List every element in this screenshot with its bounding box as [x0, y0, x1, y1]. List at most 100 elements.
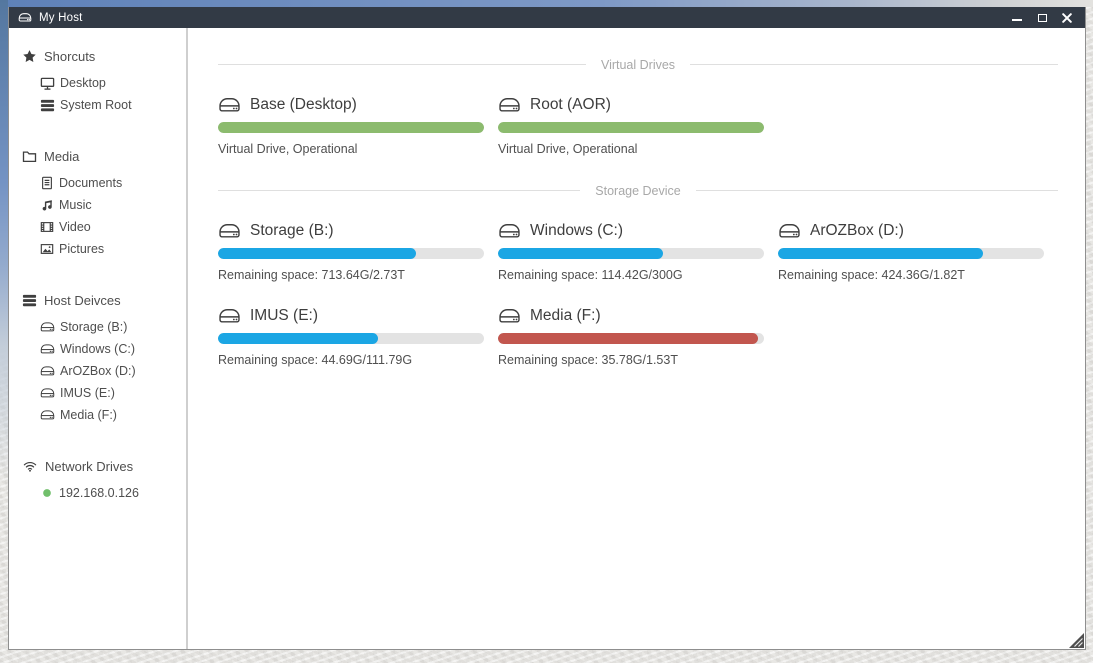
capacity-bar-fill [498, 122, 764, 133]
server-icon [22, 293, 37, 308]
section-divider: Storage Device [218, 183, 1058, 198]
drive-caption: Remaining space: 713.64G/2.73T [218, 268, 405, 282]
capacity-bar-fill [498, 248, 663, 259]
film-icon [40, 220, 54, 234]
hdd-icon [18, 12, 32, 23]
drive-card-header: Media (F:) [498, 304, 764, 328]
maximize-button[interactable] [1036, 11, 1048, 25]
sidebar-item-documents[interactable]: Documents [40, 172, 186, 194]
window-title: My Host [39, 11, 83, 24]
sidebar-item-label: Music [59, 198, 92, 212]
my-host-window: My Host Shorcuts Desktop System Root Media D… [8, 7, 1086, 650]
server-icon [40, 98, 55, 113]
drive-caption: Virtual Drive, Operational [218, 142, 358, 156]
drive-name: ArOZBox (D:) [810, 222, 904, 239]
sidebar-item-label: Pictures [59, 242, 105, 256]
sidebar-items: 192.168.0.126 [9, 482, 186, 504]
sidebar-item-system-root[interactable]: System Root [40, 94, 186, 116]
drive-name: Storage (B:) [250, 222, 334, 239]
hdd-icon [498, 222, 521, 240]
drive-card-header: Storage (B:) [218, 219, 484, 243]
hdd-icon [40, 409, 55, 421]
main-content: Virtual Drives Base (Desktop) Virtual Driv… [188, 28, 1085, 649]
hdd-icon [778, 222, 801, 240]
drive-card-header: Windows (C:) [498, 219, 764, 243]
sidebar-section-host-deivces: Host Deivces Storage (B:) Windows (C:) ArOZ… [9, 290, 186, 426]
titlebar[interactable]: My Host [9, 7, 1085, 28]
sidebar-items: Desktop System Root [9, 72, 186, 116]
drive-section-storage-device: Storage Device Storage (B:) Remaining spac… [218, 183, 1058, 367]
desktop-icon [40, 76, 55, 91]
folder-icon [22, 149, 37, 164]
picture-icon [40, 242, 54, 256]
section-heading: Virtual Drives [600, 57, 676, 72]
capacity-bar [218, 248, 484, 259]
drive-grid: Base (Desktop) Virtual Drive, Operational… [218, 93, 1058, 156]
sidebar-item-pictures[interactable]: Pictures [40, 238, 186, 260]
drive-card-media-f[interactable]: Media (F:) Remaining space: 35.78G/1.53T [498, 304, 764, 367]
drive-section-virtual-drives: Virtual Drives Base (Desktop) Virtual Driv… [218, 57, 1058, 156]
drive-name: Windows (C:) [530, 222, 624, 239]
drive-card-storage-b[interactable]: Storage (B:) Remaining space: 713.64G/2.7… [218, 219, 484, 282]
wallpaper-sky-strip [0, 0, 1093, 7]
close-button[interactable] [1061, 11, 1073, 25]
sidebar-item-music[interactable]: Music [40, 194, 186, 216]
sidebar-section-label: Media [44, 148, 80, 164]
sidebar-item-label: Video [59, 220, 91, 234]
sidebar-item-media-f[interactable]: Media (F:) [40, 404, 186, 426]
drive-caption: Remaining space: 424.36G/1.82T [778, 268, 965, 282]
capacity-bar-fill [778, 248, 984, 259]
drive-card-root-aor[interactable]: Root (AOR) Virtual Drive, Operational [498, 93, 764, 156]
sidebar: Shorcuts Desktop System Root Media Documents… [9, 28, 188, 649]
hdd-icon [40, 387, 55, 399]
sidebar-item-video[interactable]: Video [40, 216, 186, 238]
hdd-icon [40, 343, 55, 355]
drive-card-header: IMUS (E:) [218, 304, 484, 328]
capacity-bar [218, 122, 484, 133]
sidebar-section-label: Shorcuts [44, 48, 96, 64]
drive-name: Media (F:) [530, 307, 601, 324]
sidebar-item-label: IMUS (E:) [60, 386, 115, 400]
sidebar-item-windows-c[interactable]: Windows (C:) [40, 338, 186, 360]
wifi-icon [22, 459, 38, 473]
hdd-icon [40, 365, 55, 377]
sidebar-item-label: Media (F:) [60, 408, 117, 422]
resize-grip-icon[interactable] [1069, 633, 1084, 648]
drive-name: Base (Desktop) [250, 96, 357, 113]
capacity-bar [778, 248, 1044, 259]
sidebar-section-header: Network Drives [22, 456, 186, 476]
wallpaper-sky-strip-left [0, 0, 8, 480]
sidebar-item-label: Windows (C:) [60, 342, 136, 356]
drive-card-windows-c[interactable]: Windows (C:) Remaining space: 114.42G/300… [498, 219, 764, 282]
sidebar-item-storage-b[interactable]: Storage (B:) [40, 316, 186, 338]
drive-caption: Remaining space: 44.69G/111.79G [218, 353, 413, 367]
drive-card-header: Base (Desktop) [218, 93, 484, 117]
hdd-icon [218, 307, 241, 325]
sidebar-items: Storage (B:) Windows (C:) ArOZBox (D:) IMUS… [9, 316, 186, 426]
section-divider: Virtual Drives [218, 57, 1058, 72]
music-icon [40, 198, 54, 212]
sidebar-section-shorcuts: Shorcuts Desktop System Root [9, 46, 186, 116]
hdd-icon [40, 321, 55, 333]
sidebar-item-imus-e[interactable]: IMUS (E:) [40, 382, 186, 404]
drive-caption: Virtual Drive, Operational [498, 142, 638, 156]
sidebar-item-label: 192.168.0.126 [59, 486, 139, 500]
sidebar-item-desktop[interactable]: Desktop [40, 72, 186, 94]
drive-grid: Storage (B:) Remaining space: 713.64G/2.7… [218, 219, 1058, 367]
sidebar-section-header: Host Deivces [22, 290, 186, 310]
sidebar-item-label: ArOZBox (D:) [60, 364, 136, 378]
drive-card-imus-e[interactable]: IMUS (E:) Remaining space: 44.69G/111.79G [218, 304, 484, 367]
capacity-bar-fill [498, 333, 758, 344]
sidebar-item-192-168-0-126[interactable]: 192.168.0.126 [40, 482, 186, 504]
status-dot-icon [40, 486, 54, 500]
sidebar-section-label: Host Deivces [44, 292, 121, 308]
sidebar-item-arozbox-d[interactable]: ArOZBox (D:) [40, 360, 186, 382]
hdd-icon [218, 96, 241, 114]
capacity-bar [498, 248, 764, 259]
drive-card-header: Root (AOR) [498, 93, 764, 117]
drive-card-base-desktop[interactable]: Base (Desktop) Virtual Drive, Operational [218, 93, 484, 156]
sidebar-section-label: Network Drives [45, 458, 134, 474]
capacity-bar-fill [218, 333, 378, 344]
drive-card-arozbox-d[interactable]: ArOZBox (D:) Remaining space: 424.36G/1.8… [778, 219, 1044, 282]
minimize-button[interactable] [1011, 11, 1023, 25]
